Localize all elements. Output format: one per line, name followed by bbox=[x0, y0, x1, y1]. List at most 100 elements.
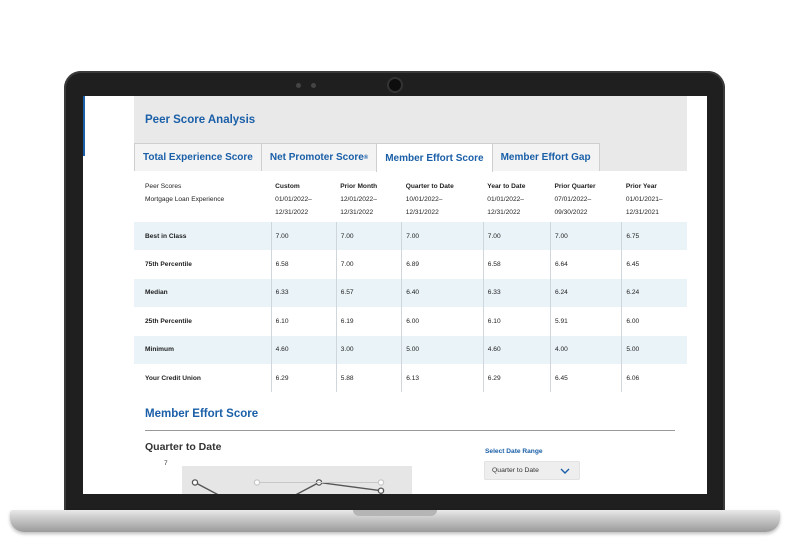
column-end: 12/31/2022 bbox=[405, 209, 439, 216]
section-title: Member Effort Score bbox=[145, 408, 259, 420]
score-cell: 6.13 bbox=[401, 363, 484, 393]
effort-score-chart: 7 bbox=[164, 456, 434, 494]
table-row: Minimum 4.60 3.00 5.00 4.60 4.00 5.00 bbox=[134, 335, 687, 364]
peer-score-panel: Peer Score Analysis Total Experience Sco… bbox=[134, 96, 687, 494]
chart-svg bbox=[182, 466, 412, 494]
column-start: 10/01/2022– bbox=[405, 196, 443, 203]
score-cell: 7.00 bbox=[549, 222, 622, 251]
column-end: 12/31/2021 bbox=[625, 209, 659, 216]
table-header-title: Peer Scores bbox=[145, 183, 182, 190]
score-cell: 6.00 bbox=[621, 307, 687, 336]
score-cell: 7.00 bbox=[482, 222, 551, 251]
score-cell: 5.00 bbox=[401, 335, 484, 364]
score-cell: 5.91 bbox=[549, 307, 622, 336]
row-label: Minimum bbox=[134, 335, 272, 364]
column-end: 09/30/2022 bbox=[554, 209, 588, 216]
score-cell: 5.00 bbox=[621, 335, 687, 364]
tab-net-promoter-score[interactable]: Net Promoter Score ® bbox=[260, 143, 378, 171]
score-cell: 4.00 bbox=[549, 335, 622, 364]
column-end: 12/31/2022 bbox=[340, 209, 374, 216]
score-cell: 6.33 bbox=[482, 278, 551, 308]
page-title: Peer Score Analysis bbox=[145, 114, 256, 126]
score-cell: 4.60 bbox=[482, 335, 551, 364]
table-row: 25th Percentile 6.10 6.19 6.00 6.10 5.91 6.00 bbox=[134, 307, 687, 336]
score-cell: 6.33 bbox=[270, 278, 337, 308]
sensor-dot-icon bbox=[296, 83, 301, 88]
laptop-screen: Peer Score Analysis Total Experience Sco… bbox=[83, 96, 707, 494]
date-range-select[interactable]: Quarter to Date bbox=[484, 461, 580, 480]
column-end: 12/31/2022 bbox=[487, 209, 521, 216]
column-start: 12/01/2022– bbox=[340, 196, 377, 203]
score-cell: 7.00 bbox=[335, 250, 402, 279]
score-cell: 5.88 bbox=[335, 363, 402, 393]
score-cell: 6.75 bbox=[621, 222, 687, 251]
column-name: Prior Month bbox=[340, 183, 378, 190]
tab-label: Member Effort Score bbox=[385, 152, 484, 164]
column-start: 07/01/2022– bbox=[554, 196, 592, 203]
chart-period-title: Quarter to Date bbox=[145, 441, 222, 453]
score-cell: 6.00 bbox=[401, 307, 484, 336]
tab-label: Member Effort Gap bbox=[500, 152, 591, 163]
score-cell: 6.24 bbox=[621, 278, 687, 308]
score-cell: 6.24 bbox=[549, 278, 622, 308]
table-header-row: Peer Scores Mortgage Loan Experience Cus… bbox=[134, 172, 687, 222]
table-header-subtitle: Mortgage Loan Experience bbox=[145, 196, 225, 203]
series-line bbox=[194, 481, 382, 494]
date-range-value: Quarter to Date bbox=[492, 467, 539, 474]
laptop-base bbox=[10, 510, 780, 532]
series-point bbox=[377, 479, 385, 486]
webcam-icon bbox=[389, 79, 401, 91]
tab-label: Net Promoter Score bbox=[269, 152, 364, 163]
score-cell: 6.89 bbox=[401, 250, 484, 279]
table-header-peer-scores: Peer Scores Mortgage Loan Experience bbox=[134, 172, 271, 222]
score-cell: 3.00 bbox=[335, 335, 402, 364]
score-cell: 6.58 bbox=[482, 250, 551, 279]
score-tabs: Total Experience Score Net Promoter Score… bbox=[134, 143, 600, 172]
left-accent-bar bbox=[83, 96, 85, 156]
section-divider bbox=[145, 430, 675, 431]
column-name: Prior Year bbox=[625, 183, 657, 190]
score-cell: 6.40 bbox=[401, 278, 484, 308]
registered-mark: ® bbox=[363, 154, 369, 161]
row-label: 25th Percentile bbox=[145, 317, 192, 325]
column-name: Quarter to Date bbox=[405, 183, 454, 190]
score-cell: 7.00 bbox=[270, 222, 337, 251]
table-row: Your Credit Union 6.29 5.88 6.13 6.29 6.45 6.0… bbox=[134, 363, 687, 393]
score-cell: 4.60 bbox=[270, 335, 337, 364]
column-end: 12/31/2022 bbox=[275, 209, 309, 216]
column-name: Prior Quarter bbox=[554, 183, 596, 190]
tab-total-experience-score[interactable]: Total Experience Score bbox=[134, 143, 262, 171]
chevron-down-icon bbox=[560, 468, 570, 474]
table-row: Best in Class 7.00 7.00 7.00 7.00 7.00 6.75 bbox=[134, 222, 687, 251]
score-cell: 6.29 bbox=[482, 363, 551, 393]
row-label: 75th Percentile bbox=[145, 261, 192, 269]
score-cell: 6.45 bbox=[621, 250, 687, 279]
series-point bbox=[191, 479, 199, 486]
tab-member-effort-score[interactable]: Member Effort Score bbox=[376, 143, 493, 172]
score-cell: 6.45 bbox=[549, 363, 622, 393]
column-name: Custom bbox=[275, 183, 300, 190]
table-row: 75th Percentile 6.58 7.00 6.89 6.58 6.64 6.45 bbox=[134, 250, 687, 279]
table-column-header: Prior Year 01/01/2021– 12/31/2021 bbox=[622, 172, 687, 222]
y-tick-label: 7 bbox=[164, 460, 168, 467]
tab-member-effort-gap[interactable]: Member Effort Gap bbox=[491, 143, 600, 171]
row-label: Your Credit Union bbox=[145, 374, 201, 382]
peer-scores-table: Peer Scores Mortgage Loan Experience Cus… bbox=[134, 172, 687, 393]
score-cell: 6.10 bbox=[270, 307, 337, 336]
tab-label: Total Experience Score bbox=[143, 152, 253, 163]
laptop-base-notch bbox=[353, 510, 437, 516]
table-row: Median 6.33 6.57 6.40 6.33 6.24 6.24 bbox=[134, 278, 687, 308]
column-start: 01/01/2021– bbox=[625, 196, 663, 203]
row-label: Median bbox=[134, 278, 272, 308]
score-cell: 7.00 bbox=[335, 222, 402, 251]
table-column-header: Prior Quarter 07/01/2022– 09/30/2022 bbox=[550, 172, 621, 222]
series-point bbox=[253, 479, 261, 486]
row-label: Best in Class bbox=[134, 222, 272, 251]
score-cell: 6.29 bbox=[270, 363, 337, 393]
series-point bbox=[377, 487, 385, 494]
score-cell: 6.06 bbox=[621, 363, 687, 393]
table-column-header: Custom 01/01/2022– 12/31/2022 bbox=[271, 172, 336, 222]
table-column-header: Quarter to Date 10/01/2022– 12/31/2022 bbox=[402, 172, 484, 222]
score-cell: 6.19 bbox=[335, 307, 402, 336]
column-start: 01/01/2022– bbox=[487, 196, 524, 203]
